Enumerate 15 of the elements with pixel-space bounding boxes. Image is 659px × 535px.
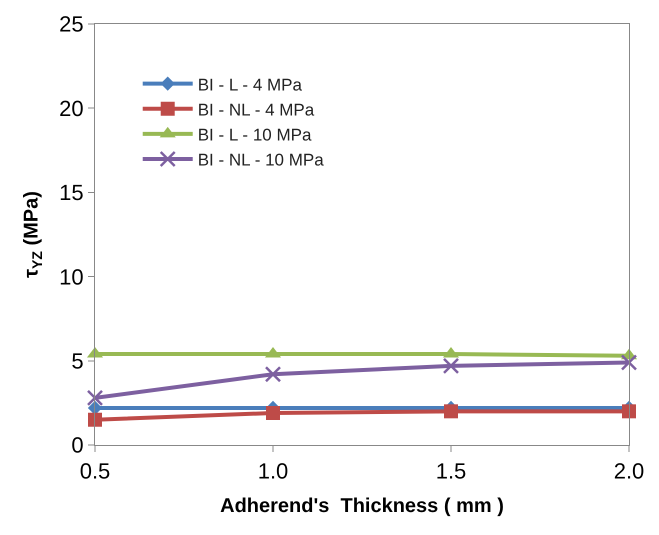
x-tick-label: 0.5 <box>80 458 110 484</box>
legend-label: BI - NL - 10 MPa <box>198 150 324 170</box>
y-tick-label: 20 <box>59 96 84 121</box>
x-tick-label: 1.0 <box>258 458 288 484</box>
y-tick-label: 25 <box>59 12 84 37</box>
y-tick-label: 0 <box>71 432 84 458</box>
legend-label: BI - NL - 4 MPa <box>198 100 315 120</box>
y-tick-label: 15 <box>59 180 84 206</box>
legend-label: BI - L - 4 MPa <box>198 75 302 94</box>
y-tick-label: 5 <box>71 348 84 374</box>
y-tick-label: 10 <box>59 264 84 290</box>
legend-label: BI - L - 10 MPa <box>198 125 312 144</box>
x-tick-label: 1.5 <box>436 458 466 484</box>
x-axis-title: Adherend's Thickness ( mm ) <box>220 494 504 517</box>
x-tick-label: 2.0 <box>614 458 644 484</box>
